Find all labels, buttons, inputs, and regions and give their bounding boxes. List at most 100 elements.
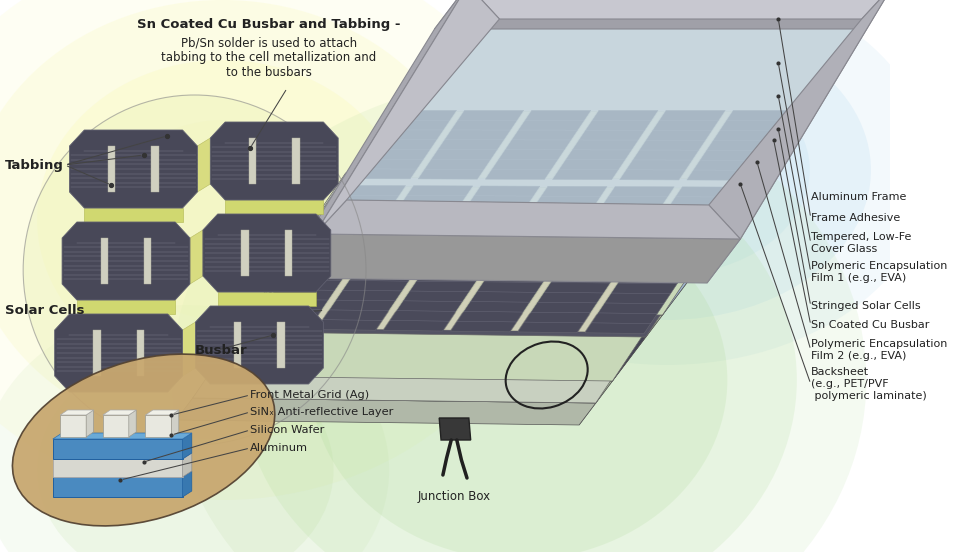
Polygon shape: [444, 263, 495, 330]
Polygon shape: [563, 188, 613, 254]
Polygon shape: [636, 187, 741, 257]
Ellipse shape: [402, 0, 932, 365]
Polygon shape: [69, 130, 198, 208]
Polygon shape: [293, 41, 849, 271]
Text: Backsheet
(e.g., PET/PVF
 polymeric laminate): Backsheet (e.g., PET/PVF polymeric lamin…: [811, 368, 926, 401]
Polygon shape: [546, 112, 597, 178]
Ellipse shape: [464, 20, 871, 320]
Polygon shape: [708, 0, 893, 239]
Polygon shape: [243, 107, 799, 337]
Polygon shape: [450, 262, 556, 332]
Polygon shape: [612, 107, 799, 381]
Polygon shape: [60, 410, 93, 415]
Polygon shape: [351, 110, 457, 179]
Polygon shape: [681, 112, 732, 179]
Polygon shape: [108, 146, 115, 192]
Polygon shape: [281, 234, 740, 283]
Text: Sn Coated Cu Busbar: Sn Coated Cu Busbar: [811, 320, 929, 330]
Polygon shape: [428, 187, 479, 253]
Polygon shape: [146, 415, 172, 437]
Polygon shape: [495, 187, 546, 254]
Polygon shape: [501, 186, 607, 256]
Polygon shape: [203, 214, 331, 292]
Polygon shape: [101, 238, 108, 284]
Polygon shape: [209, 151, 765, 381]
Polygon shape: [630, 188, 681, 255]
Polygon shape: [144, 238, 152, 284]
Polygon shape: [579, 264, 630, 332]
Text: Aluminum: Aluminum: [251, 443, 308, 453]
Polygon shape: [687, 110, 792, 180]
Ellipse shape: [241, 140, 797, 552]
Polygon shape: [198, 138, 210, 192]
Polygon shape: [646, 85, 815, 337]
Polygon shape: [620, 110, 725, 180]
Polygon shape: [172, 410, 179, 437]
Polygon shape: [226, 200, 324, 214]
Polygon shape: [553, 110, 658, 179]
Polygon shape: [93, 330, 101, 376]
Polygon shape: [579, 173, 749, 425]
Polygon shape: [277, 322, 285, 368]
Text: Frame Adhesive: Frame Adhesive: [811, 213, 900, 223]
Polygon shape: [55, 314, 182, 392]
Text: Silicon Wafer: Silicon Wafer: [251, 425, 324, 435]
Text: Stringed Solar Cells: Stringed Solar Cells: [811, 301, 921, 311]
Polygon shape: [435, 0, 893, 29]
Polygon shape: [316, 261, 421, 330]
Polygon shape: [103, 415, 129, 437]
Polygon shape: [84, 208, 182, 222]
Polygon shape: [419, 110, 523, 179]
Polygon shape: [53, 433, 192, 439]
Polygon shape: [596, 151, 765, 403]
Polygon shape: [479, 112, 530, 178]
Polygon shape: [368, 185, 472, 254]
Text: Junction Box: Junction Box: [418, 490, 491, 503]
Polygon shape: [249, 138, 256, 184]
Polygon shape: [259, 266, 696, 315]
Polygon shape: [585, 263, 690, 333]
Polygon shape: [486, 110, 590, 179]
Ellipse shape: [0, 0, 546, 500]
Polygon shape: [182, 471, 192, 497]
Polygon shape: [249, 261, 354, 330]
Text: Tabbing: Tabbing: [5, 158, 63, 172]
Polygon shape: [193, 376, 612, 403]
Polygon shape: [361, 187, 412, 253]
Polygon shape: [707, 0, 893, 283]
Polygon shape: [193, 173, 749, 403]
Text: Busbar: Busbar: [195, 343, 248, 357]
Polygon shape: [136, 330, 144, 376]
Polygon shape: [182, 453, 192, 477]
Polygon shape: [300, 185, 405, 254]
Polygon shape: [53, 439, 182, 459]
Polygon shape: [434, 186, 540, 255]
Polygon shape: [315, 0, 499, 234]
Polygon shape: [103, 410, 136, 415]
Polygon shape: [218, 292, 316, 306]
Ellipse shape: [37, 350, 333, 552]
Text: Polymeric Encapsulation
Film 2 (e.g., EVA): Polymeric Encapsulation Film 2 (e.g., EV…: [811, 339, 948, 361]
Polygon shape: [86, 410, 93, 437]
Polygon shape: [62, 222, 190, 300]
Polygon shape: [315, 200, 740, 239]
Ellipse shape: [37, 60, 408, 380]
Polygon shape: [243, 310, 662, 337]
Polygon shape: [377, 263, 428, 329]
Polygon shape: [53, 459, 182, 477]
Text: Aluminum Frame: Aluminum Frame: [811, 192, 906, 202]
Polygon shape: [182, 322, 196, 376]
Polygon shape: [285, 230, 292, 276]
Ellipse shape: [172, 80, 866, 552]
Polygon shape: [468, 0, 893, 19]
Polygon shape: [176, 398, 596, 425]
Polygon shape: [146, 410, 179, 415]
Polygon shape: [77, 300, 175, 314]
Text: Pb/Sn solder is used to attach
tabbing to the cell metallization and
to the busb: Pb/Sn solder is used to attach tabbing t…: [161, 36, 376, 79]
Polygon shape: [347, 19, 862, 205]
Polygon shape: [210, 122, 338, 200]
Polygon shape: [182, 433, 192, 459]
Ellipse shape: [0, 305, 389, 552]
Polygon shape: [439, 418, 470, 440]
Text: Sn Coated Cu Busbar and Tabbing -: Sn Coated Cu Busbar and Tabbing -: [137, 18, 400, 31]
